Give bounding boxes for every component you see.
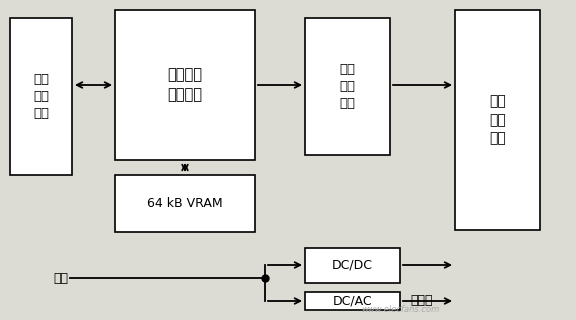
- Text: 总线
接口
电路: 总线 接口 电路: [33, 73, 49, 120]
- Text: DC/AC: DC/AC: [333, 294, 372, 308]
- Bar: [10, 18, 72, 175]
- Bar: [305, 18, 390, 155]
- Bar: [455, 10, 540, 230]
- Text: 数据转换
逻辑电路: 数据转换 逻辑电路: [168, 68, 203, 102]
- Bar: [115, 175, 255, 232]
- Text: www.elecfans.com: www.elecfans.com: [361, 305, 439, 314]
- Bar: [305, 292, 400, 310]
- Text: 电源: 电源: [53, 271, 68, 284]
- Text: 背光灯: 背光灯: [410, 294, 433, 308]
- Text: 液晶
驱动
电路: 液晶 驱动 电路: [339, 63, 355, 110]
- Text: DC/DC: DC/DC: [332, 259, 373, 272]
- Bar: [305, 248, 400, 283]
- Text: 64 kB VRAM: 64 kB VRAM: [147, 197, 223, 210]
- Bar: [115, 10, 255, 160]
- Text: 彩色
液晶
模块: 彩色 液晶 模块: [489, 95, 506, 145]
